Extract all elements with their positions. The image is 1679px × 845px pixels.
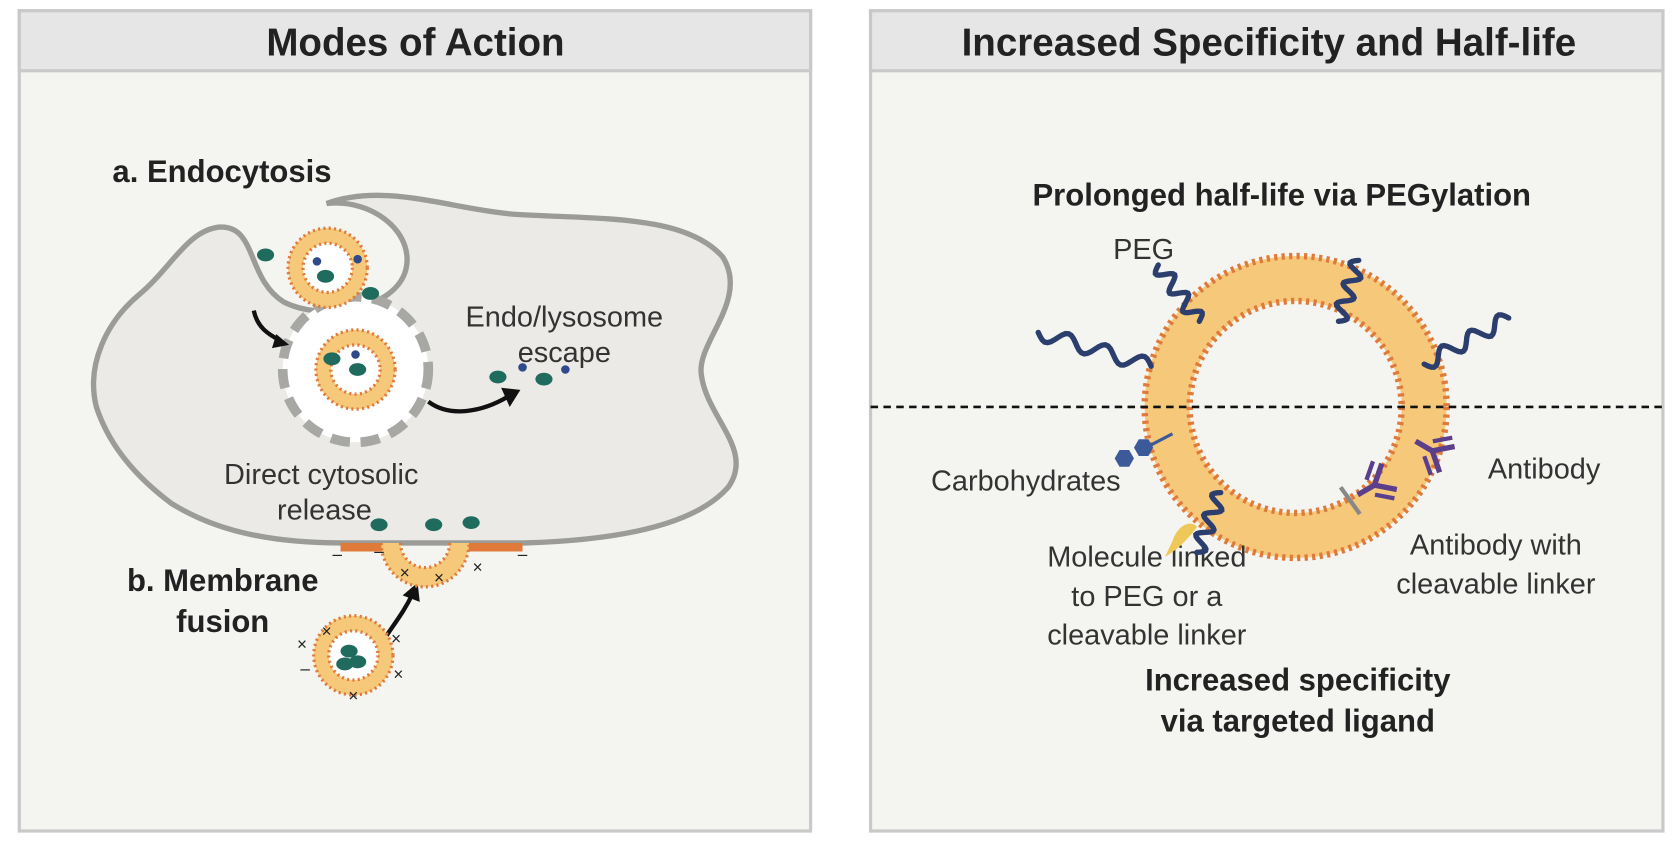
label: to PEG or a [1071, 581, 1223, 613]
cargo [370, 518, 388, 532]
charge: × [434, 568, 444, 588]
label: Molecule linked [1047, 542, 1246, 574]
label: escape [518, 337, 611, 369]
peg-chain [1333, 257, 1364, 324]
liposome [288, 228, 368, 308]
charge: × [297, 634, 307, 654]
antibody-part [1364, 460, 1376, 481]
charge: × [391, 629, 401, 649]
panel-title: Modes of Action [266, 22, 564, 65]
left-header [17, 9, 813, 73]
charge: × [322, 621, 332, 641]
antibody [1356, 460, 1398, 501]
cargo [489, 370, 507, 384]
antibody-part [1422, 455, 1433, 476]
peg-chain [1152, 262, 1205, 324]
label: release [277, 494, 372, 526]
label: fusion [176, 604, 269, 639]
antibody-part [1374, 492, 1395, 501]
carbohydrate [1114, 450, 1134, 467]
cleavable-linker [1338, 486, 1362, 516]
charge: × [348, 685, 358, 705]
cargo [361, 287, 380, 300]
cargo [312, 257, 322, 266]
cargo [425, 518, 443, 532]
label: Prolonged half-life via PEGylation [1032, 178, 1531, 213]
arrow [427, 394, 510, 414]
cargo [351, 350, 360, 359]
fusion-cup-edge [398, 542, 452, 570]
label: b. Membrane [127, 563, 319, 598]
liposome-edge [301, 241, 354, 295]
label: cleavable linker [1396, 568, 1596, 600]
cargo [561, 365, 570, 374]
antibody-part [1414, 438, 1434, 454]
liposome-edge [312, 614, 395, 697]
liposome-edge [286, 226, 369, 309]
charge: × [400, 562, 410, 582]
label: Antibody with [1410, 530, 1582, 562]
panel-title: Increased Specificity and Half-life [962, 22, 1577, 65]
cargo [462, 516, 480, 530]
molecule [1165, 523, 1198, 557]
cargo [336, 657, 354, 671]
fusion-cup [381, 542, 470, 587]
label: Antibody [1488, 454, 1601, 486]
cargo [518, 363, 527, 372]
charge: – [300, 659, 310, 679]
label: Carbohydrates [931, 465, 1121, 497]
liposome [313, 615, 393, 696]
antibody-part [1431, 443, 1456, 454]
cargo [316, 269, 335, 283]
arrowhead [501, 387, 521, 407]
charge: × [393, 664, 403, 684]
label: Direct cytosolic [224, 459, 418, 491]
right-header [868, 9, 1665, 73]
antibody [1414, 435, 1456, 476]
label: a. Endocytosis [112, 154, 331, 189]
cargo [349, 655, 367, 669]
cargo [256, 248, 275, 262]
label: PEG [1113, 234, 1174, 266]
peg-chain [1035, 329, 1154, 369]
liposome [315, 329, 396, 410]
peg-chain [1193, 489, 1225, 555]
liposome-edge [314, 328, 397, 411]
carbohydrate [1133, 439, 1154, 457]
antibody-part [1432, 435, 1453, 444]
charge: – [333, 544, 343, 564]
linker [1145, 432, 1174, 450]
label: Increased specificity [1145, 663, 1451, 698]
antibody-part [1371, 462, 1385, 487]
label: Endo/lysosome [465, 302, 663, 334]
label: via targeted ligand [1161, 703, 1435, 738]
label: cleavable linker [1047, 620, 1247, 652]
cargo [323, 352, 341, 366]
charge: – [518, 544, 528, 564]
fusion-cup-edge [379, 542, 471, 589]
cargo [340, 644, 358, 658]
cargo [349, 363, 367, 376]
cargo [535, 372, 553, 386]
antibody-part [1356, 482, 1376, 498]
charge: – [374, 541, 384, 561]
antibody-part [1373, 482, 1398, 493]
cargo [353, 254, 362, 264]
peg-chain [1421, 312, 1512, 370]
arrowhead [271, 334, 290, 349]
charge: × [473, 557, 483, 577]
antibody-part [1429, 450, 1443, 474]
